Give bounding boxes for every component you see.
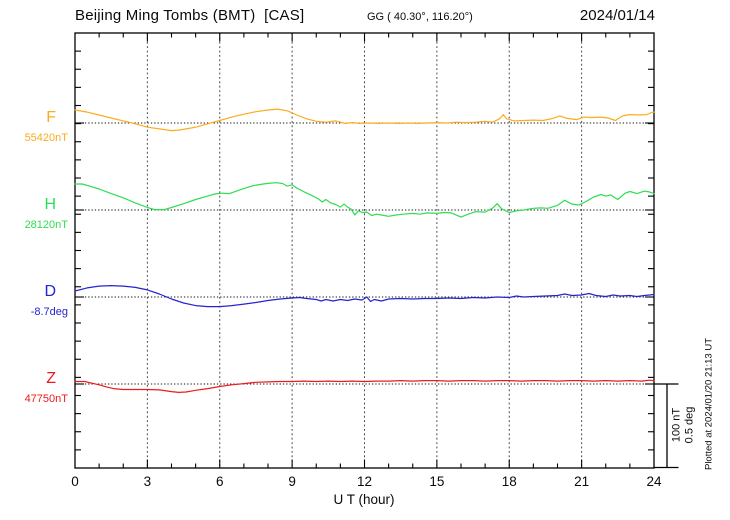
- observation-date: 2024/01/14: [579, 7, 655, 24]
- scale-bar-label: 100 nT 0.5 deg: [670, 407, 695, 444]
- station-title: Beijing Ming Tombs (BMT) [CAS]: [75, 7, 305, 24]
- plotted-at-timestamp: Plotted at 2024/01/20 21:13 UT: [703, 337, 715, 471]
- x-tick-label-24: 24: [646, 474, 662, 489]
- x-tick-label-6: 6: [215, 474, 224, 489]
- x-tick-label-15: 15: [429, 474, 445, 489]
- x-axis-label: U T (hour): [333, 492, 395, 507]
- x-tick-label-0: 0: [71, 474, 79, 489]
- channel-label-D: D: [44, 283, 56, 300]
- x-tick-label-18: 18: [501, 474, 517, 489]
- geographic-coordinates: GG ( 40.30°, 116.20°): [367, 11, 473, 23]
- trace-D: [74, 285, 655, 308]
- channel-label-H: H: [44, 196, 56, 213]
- x-tick-label-3: 3: [143, 474, 152, 489]
- scale-bar-deg-label: 0.5 deg: [683, 406, 695, 444]
- trace-F: [74, 108, 655, 132]
- channel-baseline-F: 55420nT: [24, 132, 68, 144]
- x-tick-label-9: 9: [288, 474, 296, 489]
- x-tick-label-21: 21: [574, 474, 590, 489]
- plot-frame: [74, 32, 655, 469]
- x-tick-label-12: 12: [356, 474, 373, 489]
- channel-baseline-H: 28120nT: [24, 219, 68, 231]
- channel-baseline-Z: 47750nT: [24, 393, 68, 405]
- channel-label-F: F: [46, 109, 56, 126]
- trace-Z: [74, 379, 655, 393]
- channel-label-Z: Z: [46, 370, 56, 387]
- scale-bar-nt-label: 100 nT: [670, 407, 683, 443]
- trace-H: [74, 182, 655, 218]
- channel-baseline-D: -8.7deg: [30, 306, 68, 318]
